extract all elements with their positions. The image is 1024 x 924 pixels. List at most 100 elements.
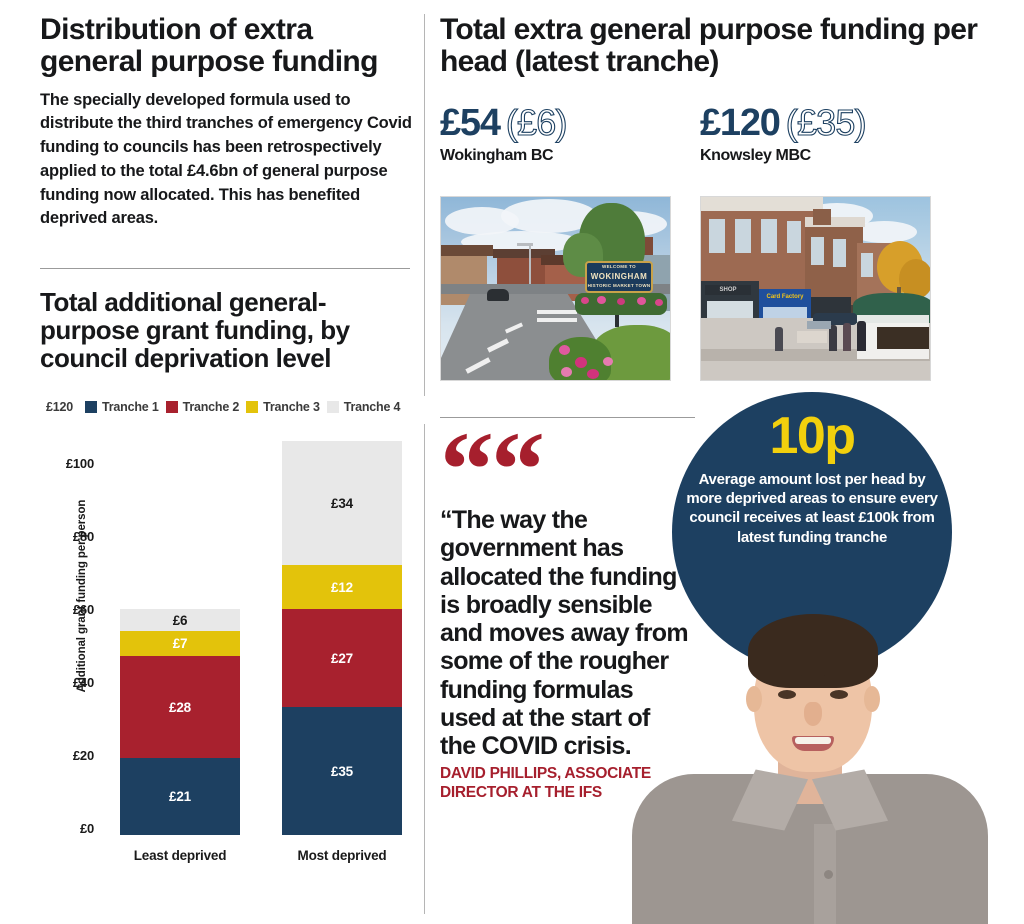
market-bench xyxy=(797,331,827,343)
window xyxy=(787,221,801,253)
chart-title: Total additional general-purpose grant f… xyxy=(40,287,350,374)
flower xyxy=(575,357,587,368)
cloud-icon xyxy=(851,221,917,243)
shop-sign-blue: Card Factory xyxy=(761,291,809,303)
pedestrian xyxy=(829,325,837,351)
stat-knowsley-paren: (£35) xyxy=(785,102,867,143)
shop-sign-dark: SHOP xyxy=(705,285,751,295)
intro-paragraph: The specially developed formula used to … xyxy=(40,90,412,228)
ear-right xyxy=(864,686,880,712)
legend-item-tranche-4[interactable]: Tranche 4 xyxy=(326,400,401,414)
window xyxy=(861,253,873,277)
x-tick-least-deprived: Least deprived xyxy=(133,848,227,863)
pedestrian xyxy=(775,327,783,351)
legend-swatch-tranche-2 xyxy=(165,401,178,413)
legend-item-tranche-2[interactable]: Tranche 2 xyxy=(165,400,239,414)
y-tick-40: £40 xyxy=(72,675,94,690)
right-page-title: Total extra general purpose funding per … xyxy=(440,13,978,78)
wokingham-welcome-sign: WELCOME TO WOKINGHAM HISTORIC MARKET TOW… xyxy=(585,261,653,293)
chart-legend: £120 Tranche 1 Tranche 2 Tranche 3 Tranc… xyxy=(46,400,418,414)
bar-least-deprived[interactable]: £6 £7 £28 £21 xyxy=(120,609,240,835)
road-marking xyxy=(537,318,577,322)
market-table xyxy=(807,321,831,329)
quote-mark-icon: ““ xyxy=(440,411,545,530)
stat-wokingham-value: £54 xyxy=(440,102,501,144)
nose xyxy=(804,702,822,726)
segment-tranche-3-most[interactable]: £12 xyxy=(282,565,402,609)
y-tick-100: £100 xyxy=(65,456,94,471)
segment-tranche-4-least[interactable]: £6 xyxy=(120,609,240,631)
left-column: Distribution of extra general purpose fu… xyxy=(40,14,412,231)
circle-stat-text: Average amount lost per head by more dep… xyxy=(686,471,938,546)
bar-most-deprived[interactable]: £34 £12 £27 £35 xyxy=(282,441,402,835)
ear-left xyxy=(746,686,762,712)
wokingham-street-photo: WELCOME TO WOKINGHAM HISTORIC MARKET TOW… xyxy=(440,196,671,381)
road-horizon xyxy=(441,284,670,294)
y-tick-20: £20 xyxy=(72,748,94,763)
flower xyxy=(655,299,663,306)
segment-tranche-1-least[interactable]: £21 xyxy=(120,758,240,835)
sign-line-1: WELCOME TO xyxy=(602,264,636,270)
building-parapet xyxy=(805,217,865,227)
legend-label-tranche-3: Tranche 3 xyxy=(263,400,320,414)
flower xyxy=(581,297,589,304)
teeth xyxy=(795,737,831,744)
y-tick-60: £60 xyxy=(72,602,94,617)
segment-tranche-4-most[interactable]: £34 xyxy=(282,441,402,565)
car xyxy=(487,289,509,301)
segment-tranche-2-most[interactable]: £27 xyxy=(282,609,402,707)
roof xyxy=(493,249,555,258)
building-parapet xyxy=(701,197,823,211)
page-title: Distribution of extra general purpose fu… xyxy=(40,13,378,78)
divider-vertical-bottom xyxy=(424,424,425,914)
shirt-button xyxy=(824,870,833,879)
legend-lead-value: £120 xyxy=(46,400,74,414)
per-head-stats: £54 (£6) Wokingham BC £120 (£35) Knowsle… xyxy=(440,104,1000,165)
hair xyxy=(748,614,878,688)
eye-left xyxy=(778,690,796,699)
segment-tranche-2-least[interactable]: £28 xyxy=(120,656,240,758)
stat-knowsley-numbers: £120 (£35) xyxy=(700,104,960,142)
y-tick-80: £80 xyxy=(72,529,94,544)
legend-item-tranche-1[interactable]: Tranche 1 xyxy=(85,400,159,414)
knowsley-highstreet-photo: SHOP Card Factory xyxy=(700,196,931,381)
legend-label-tranche-1: Tranche 1 xyxy=(102,400,159,414)
tree-icon xyxy=(899,259,930,299)
stat-wokingham-numbers: £54 (£6) xyxy=(440,104,700,142)
window xyxy=(735,219,751,253)
x-tick-most-deprived: Most deprived xyxy=(297,848,387,863)
divider-left-horizontal xyxy=(40,268,410,269)
window xyxy=(761,219,777,253)
flower xyxy=(559,345,570,355)
stat-knowsley: £120 (£35) Knowsley MBC xyxy=(700,104,960,165)
road-marking xyxy=(537,310,577,314)
quote-attribution: DAVID PHILLIPS, ASSOCIATE DIRECTOR AT TH… xyxy=(440,765,651,801)
divider-right-horizontal xyxy=(440,417,695,418)
legend-label-tranche-4: Tranche 4 xyxy=(343,400,401,414)
segment-tranche-3-least[interactable]: £7 xyxy=(120,631,240,656)
divider-vertical-top xyxy=(424,14,425,396)
window xyxy=(833,239,846,267)
window xyxy=(811,237,824,265)
chimney xyxy=(813,209,831,225)
market-produce xyxy=(877,327,929,349)
window xyxy=(709,219,725,253)
pedestrian xyxy=(857,321,866,351)
y-tick-0: £0 xyxy=(79,821,94,836)
stat-knowsley-value: £120 xyxy=(700,102,781,144)
stat-knowsley-council: Knowsley MBC xyxy=(700,147,811,164)
stat-wokingham-council: Wokingham BC xyxy=(440,147,554,164)
stat-wokingham: £54 (£6) Wokingham BC xyxy=(440,104,700,165)
flower xyxy=(561,367,572,377)
right-column: Total extra general purpose funding per … xyxy=(440,14,1000,78)
legend-swatch-tranche-3 xyxy=(246,401,259,413)
flower xyxy=(587,369,599,379)
street-lamp xyxy=(529,245,531,285)
legend-item-tranche-3[interactable]: Tranche 3 xyxy=(246,400,320,414)
circle-stat-number: 10p xyxy=(769,407,856,465)
pull-quote: ““ “The way the government has allocated… xyxy=(440,411,690,802)
segment-tranche-1-most[interactable]: £35 xyxy=(282,707,402,835)
david-phillips-portrait xyxy=(596,598,1024,924)
legend-swatch-tranche-1 xyxy=(85,401,98,413)
